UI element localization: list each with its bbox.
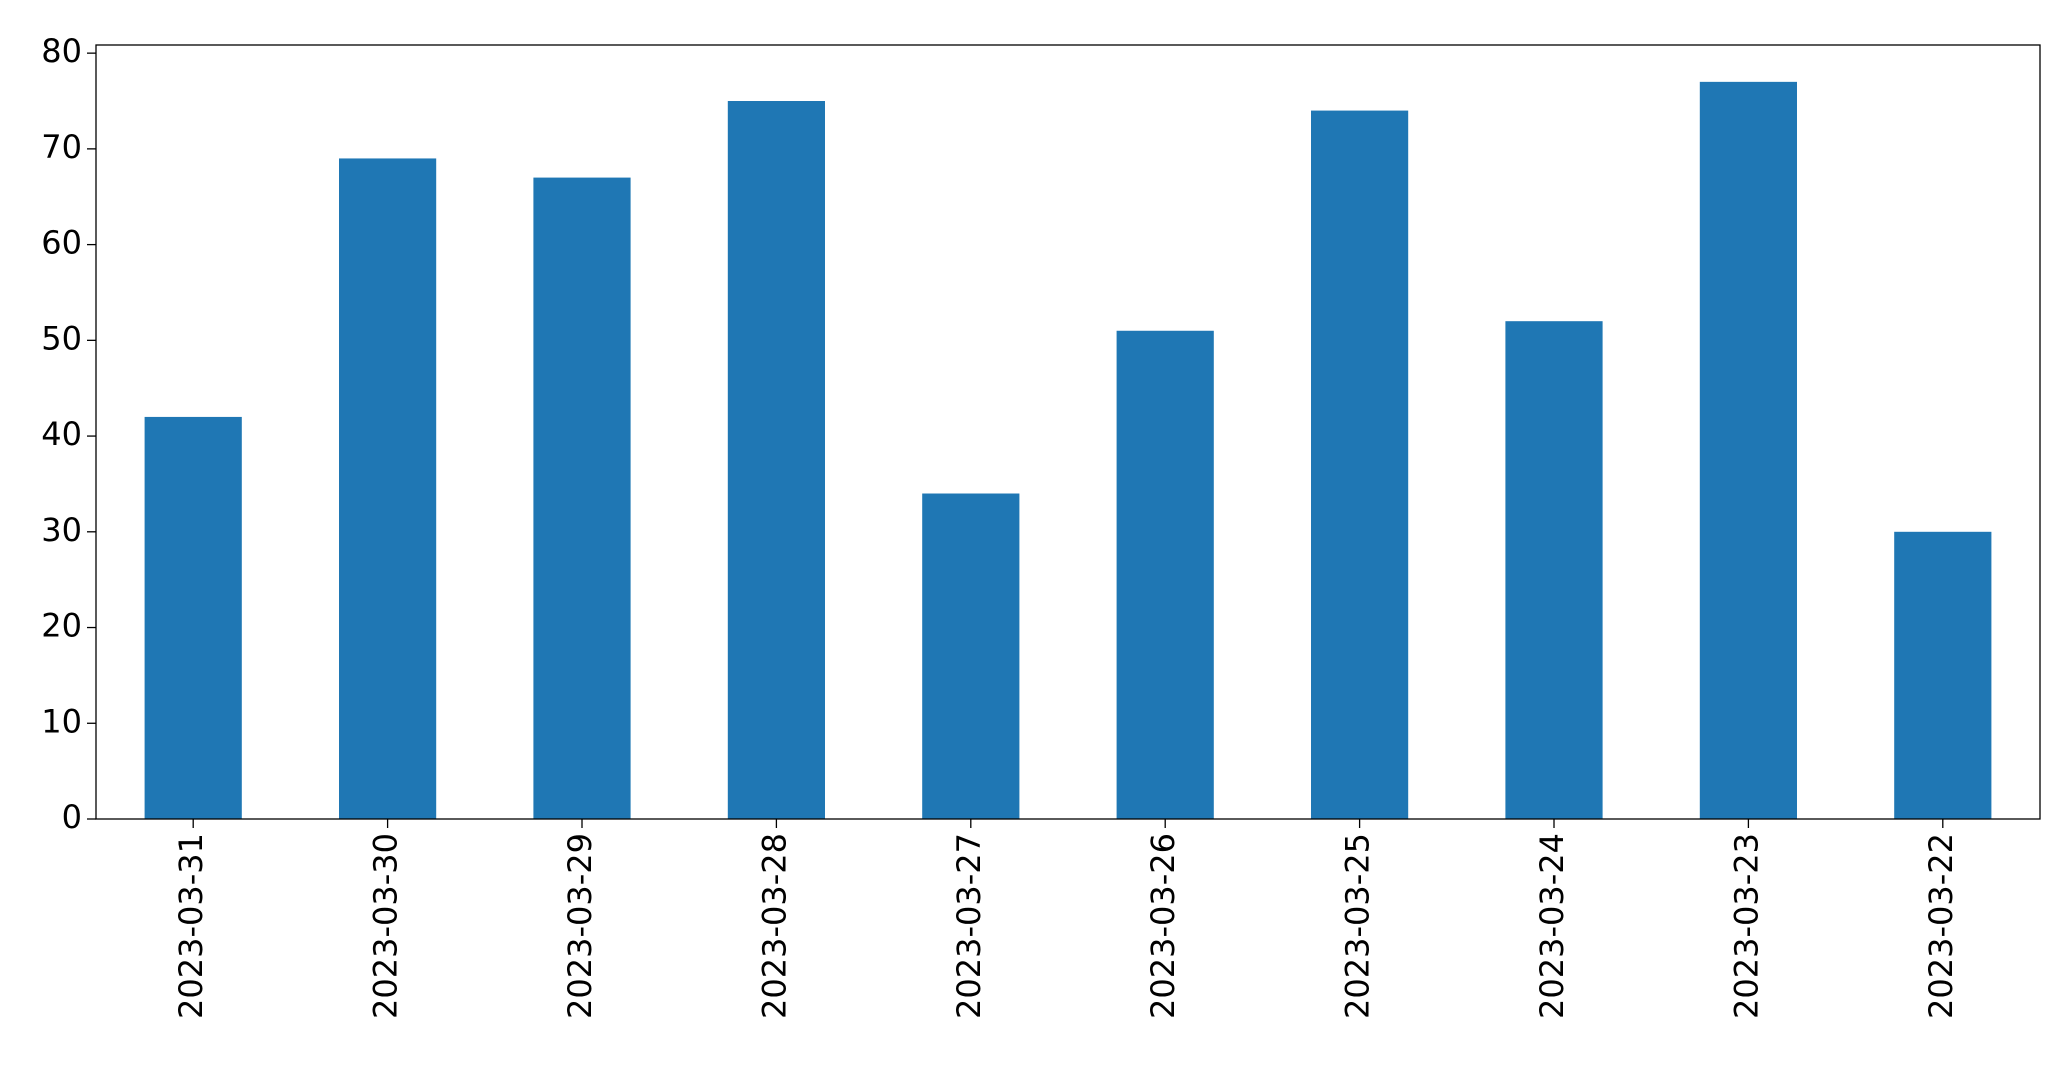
y-tick-label: 50 xyxy=(41,319,82,357)
bar xyxy=(922,493,1020,819)
y-tick-label: 70 xyxy=(41,128,82,166)
bar xyxy=(1505,321,1603,819)
bar xyxy=(1116,330,1214,819)
x-tick-label: 2023-03-28 xyxy=(755,833,793,1019)
y-tick-label: 30 xyxy=(41,511,82,549)
bar xyxy=(1894,531,1992,819)
bar xyxy=(144,416,242,819)
x-tick-label: 2023-03-30 xyxy=(367,833,405,1019)
x-tick-label: 2023-03-29 xyxy=(561,833,599,1019)
bar xyxy=(1311,110,1409,819)
x-tick-label: 2023-03-22 xyxy=(1922,833,1960,1019)
x-tick-label: 2023-03-24 xyxy=(1533,833,1571,1019)
bar xyxy=(1699,81,1797,820)
plot-frame xyxy=(95,44,2041,820)
y-tick-label: 60 xyxy=(41,224,82,262)
y-tick-label: 20 xyxy=(41,607,82,645)
y-tick-label: 80 xyxy=(41,32,82,70)
x-tick-label: 2023-03-27 xyxy=(950,833,988,1019)
x-tick-label: 2023-03-25 xyxy=(1339,833,1377,1019)
x-tick-label: 2023-03-23 xyxy=(1727,833,1765,1019)
y-tick-label: 10 xyxy=(41,702,82,740)
y-tick-label: 40 xyxy=(41,415,82,453)
x-tick-label: 2023-03-31 xyxy=(172,833,210,1019)
bar xyxy=(533,177,631,820)
x-tick-label: 2023-03-26 xyxy=(1144,833,1182,1019)
bar xyxy=(727,101,825,819)
bar xyxy=(339,158,437,819)
y-tick-label: 0 xyxy=(62,798,82,836)
